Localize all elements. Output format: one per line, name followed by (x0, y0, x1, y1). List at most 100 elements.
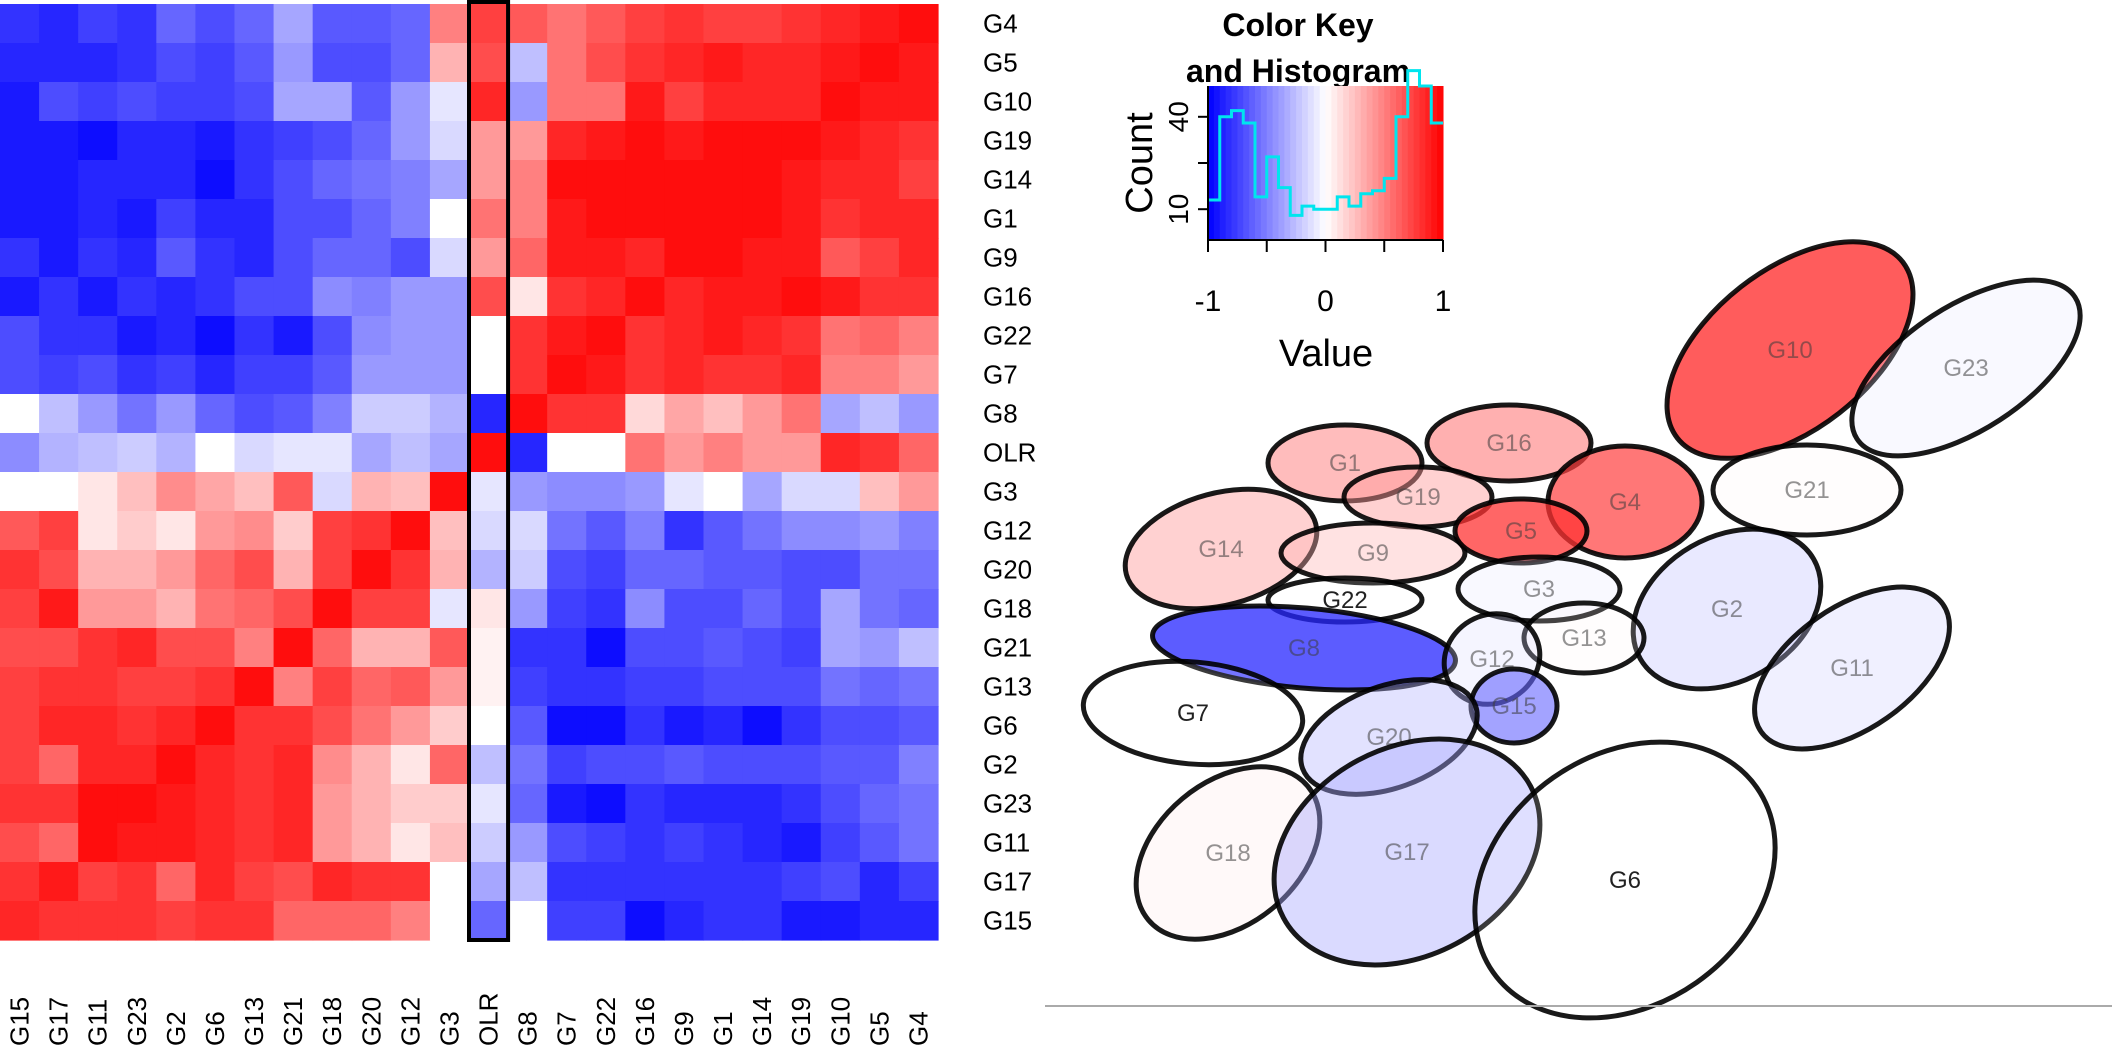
color-key-swatch (1354, 86, 1362, 240)
color-key-swatch (1378, 86, 1385, 240)
ellipse-label: G5 (1505, 518, 1537, 545)
heatmap-cell (156, 745, 197, 785)
heatmap-chart: G4G5G10G19G14G1G9G16G22G7G8OLRG3G12G20G1… (0, 0, 1452, 1046)
heatmap-cell (898, 667, 939, 707)
row-label: G12 (983, 516, 1032, 546)
heatmap-cell (429, 394, 470, 434)
column-label: G6 (200, 1011, 230, 1046)
heatmap-cell (234, 589, 275, 629)
heatmap-cell (390, 550, 431, 590)
ellipse-g13 (1521, 600, 1647, 676)
heatmap-cell (586, 823, 626, 863)
heatmap-cell (586, 394, 626, 434)
heatmap-cell (39, 745, 79, 785)
row-label: G21 (983, 633, 1032, 663)
heatmap-cell (781, 745, 822, 785)
heatmap-cell (586, 784, 626, 824)
heatmap-cell (234, 277, 275, 317)
ellipse-label: G16 (1486, 430, 1531, 457)
heatmap-cell (390, 472, 431, 512)
heatmap-cell (664, 784, 705, 824)
heatmap-cell (469, 784, 509, 824)
heatmap-cell (898, 745, 939, 785)
heatmap-cell (195, 667, 236, 707)
heatmap-cell (508, 862, 548, 902)
column-label: G1 (708, 1011, 738, 1046)
heatmap-cell (703, 433, 744, 473)
heatmap-cell (703, 628, 744, 668)
heatmap-cell (508, 511, 548, 551)
color-key-swatch (1307, 86, 1315, 240)
heatmap-cell (664, 316, 705, 356)
heatmap-cell (664, 277, 705, 317)
color-key-swatch (1208, 86, 1215, 240)
heatmap-cell (273, 355, 314, 395)
heatmap-cell (78, 667, 118, 707)
heatmap-cell (156, 628, 197, 668)
heatmap-cell (195, 121, 236, 161)
heatmap-cell (469, 550, 509, 590)
heatmap-cell (859, 511, 900, 551)
heatmap-cell (664, 394, 705, 434)
heatmap-cell (78, 823, 118, 863)
color-key-swatch (1231, 86, 1238, 240)
heatmap-cell (703, 862, 744, 902)
heatmap-cell (0, 706, 40, 746)
heatmap-cell (898, 316, 939, 356)
heatmap-cell (625, 823, 666, 863)
heatmap-cell (117, 706, 157, 746)
heatmap-cell (898, 901, 939, 941)
column-label: G18 (317, 997, 347, 1046)
heatmap-cell (781, 667, 822, 707)
color-key-swatch (1313, 86, 1321, 240)
x-tick-label: 1 (1435, 285, 1452, 318)
heatmap-cell (664, 511, 705, 551)
heatmap-cell (625, 277, 666, 317)
heatmap-cell (195, 706, 236, 746)
heatmap-cell (156, 784, 197, 824)
color-key-swatch (1437, 86, 1444, 240)
heatmap-cell (390, 511, 431, 551)
heatmap-cell (898, 706, 939, 746)
heatmap-cell (390, 784, 431, 824)
heatmap-cell (664, 160, 705, 200)
column-label: G19 (786, 997, 816, 1046)
heatmap-cell (273, 589, 314, 629)
color-key-swatch (1243, 86, 1250, 240)
heatmap-cell (547, 433, 587, 473)
heatmap-cell (195, 745, 236, 785)
heatmap-row-labels: G4 G5 G10 G19 G14 G1 G9 G16 G22 G7 G8 OLR G3 G12 G20 G1… (983, 9, 1036, 936)
ellipse-label: G23 (1943, 355, 1988, 382)
heatmap-cell (781, 901, 822, 941)
heatmap-cell (0, 121, 40, 161)
heatmap-cell (39, 472, 79, 512)
heatmap-cell (547, 82, 587, 122)
heatmap-cell (195, 316, 236, 356)
ellipse-shape (1710, 442, 1904, 538)
heatmap-cell (703, 745, 744, 785)
heatmap-cell (508, 550, 548, 590)
heatmap-cell (781, 238, 822, 278)
heatmap-cell (39, 901, 79, 941)
heatmap-cell (625, 901, 666, 941)
heatmap-cell (390, 706, 431, 746)
heatmap-cell (469, 43, 509, 83)
heatmap-cell (781, 706, 822, 746)
heatmap-cell (429, 43, 470, 83)
heatmap-cell (586, 511, 626, 551)
heatmap-cell (273, 82, 314, 122)
heatmap-cell (273, 394, 314, 434)
heatmap-cell (781, 862, 822, 902)
heatmap-cell (859, 433, 900, 473)
heatmap-cell (39, 82, 79, 122)
heatmap-cell (390, 316, 431, 356)
heatmap-cell (195, 589, 236, 629)
heatmap-cell (234, 706, 275, 746)
heatmap-cell (547, 862, 587, 902)
heatmap-cell (156, 277, 197, 317)
heatmap-cell (195, 4, 236, 44)
heatmap-cell (234, 511, 275, 551)
color-key-swatch (1343, 86, 1350, 240)
heatmap-cell (703, 550, 744, 590)
heatmap-cell (820, 316, 861, 356)
